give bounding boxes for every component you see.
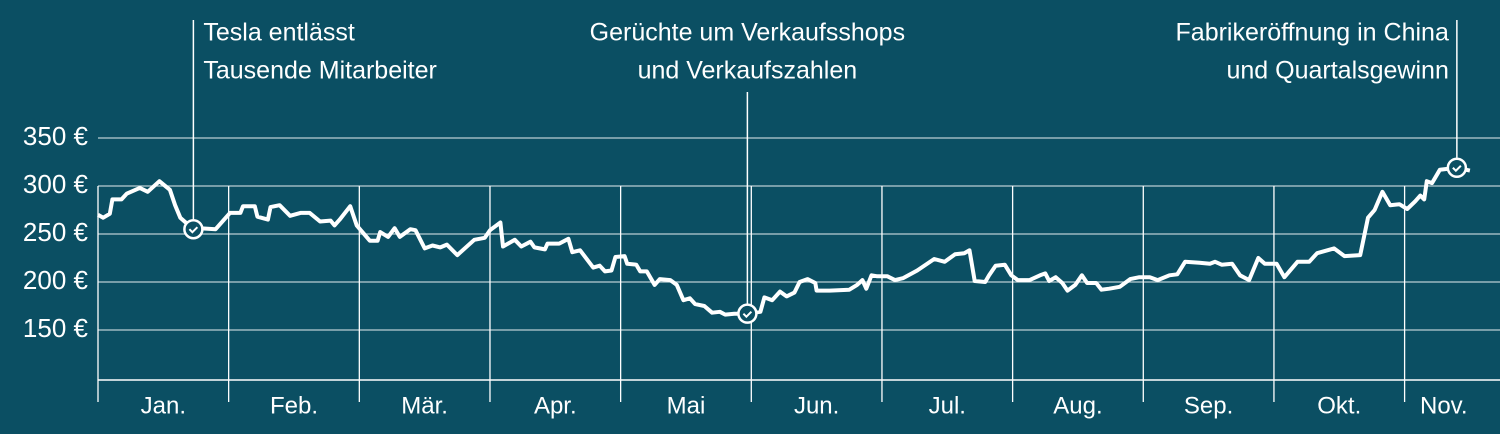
- x-tick-label: Apr.: [534, 392, 577, 419]
- x-tick-label: Jan.: [141, 392, 186, 419]
- annotation-text: Tesla entlässt: [203, 19, 355, 47]
- x-tick-label: Jun.: [794, 392, 839, 419]
- x-tick-label: Aug.: [1053, 392, 1102, 419]
- annotation-text: und Quartalsgewinn: [1226, 57, 1448, 85]
- y-tick-label: 200 €: [23, 265, 89, 295]
- price-line: [97, 165, 1471, 317]
- marker-check: [742, 310, 753, 319]
- y-tick-label: 250 €: [23, 217, 89, 247]
- x-tick-label: Jul.: [929, 392, 966, 419]
- y-tick-label: 300 €: [23, 169, 89, 199]
- x-tick-label: Okt.: [1317, 392, 1361, 419]
- marker-check: [1452, 165, 1462, 173]
- annotation-marker: [737, 303, 758, 324]
- marker-check: [188, 226, 199, 234]
- y-tick-label: 350 €: [23, 121, 89, 151]
- annotation-marker: [183, 218, 204, 240]
- y-tick-label: 150 €: [23, 313, 89, 343]
- annotation-text: Tausende Mitarbeiter: [203, 57, 436, 85]
- annotation-text: Fabrikeröffnung in China: [1176, 19, 1449, 47]
- x-tick-label: Sep.: [1184, 392, 1233, 419]
- annotation-text: Gerüchte um Verkaufsshops: [590, 19, 905, 47]
- x-tick-label: Mär.: [401, 392, 448, 419]
- x-tick-label: Nov.: [1420, 392, 1468, 419]
- x-tick-label: Feb.: [270, 392, 318, 419]
- annotation-text: und Verkaufszahlen: [638, 57, 858, 85]
- x-tick-label: Mai: [667, 392, 706, 419]
- annotation-marker: [1446, 157, 1468, 179]
